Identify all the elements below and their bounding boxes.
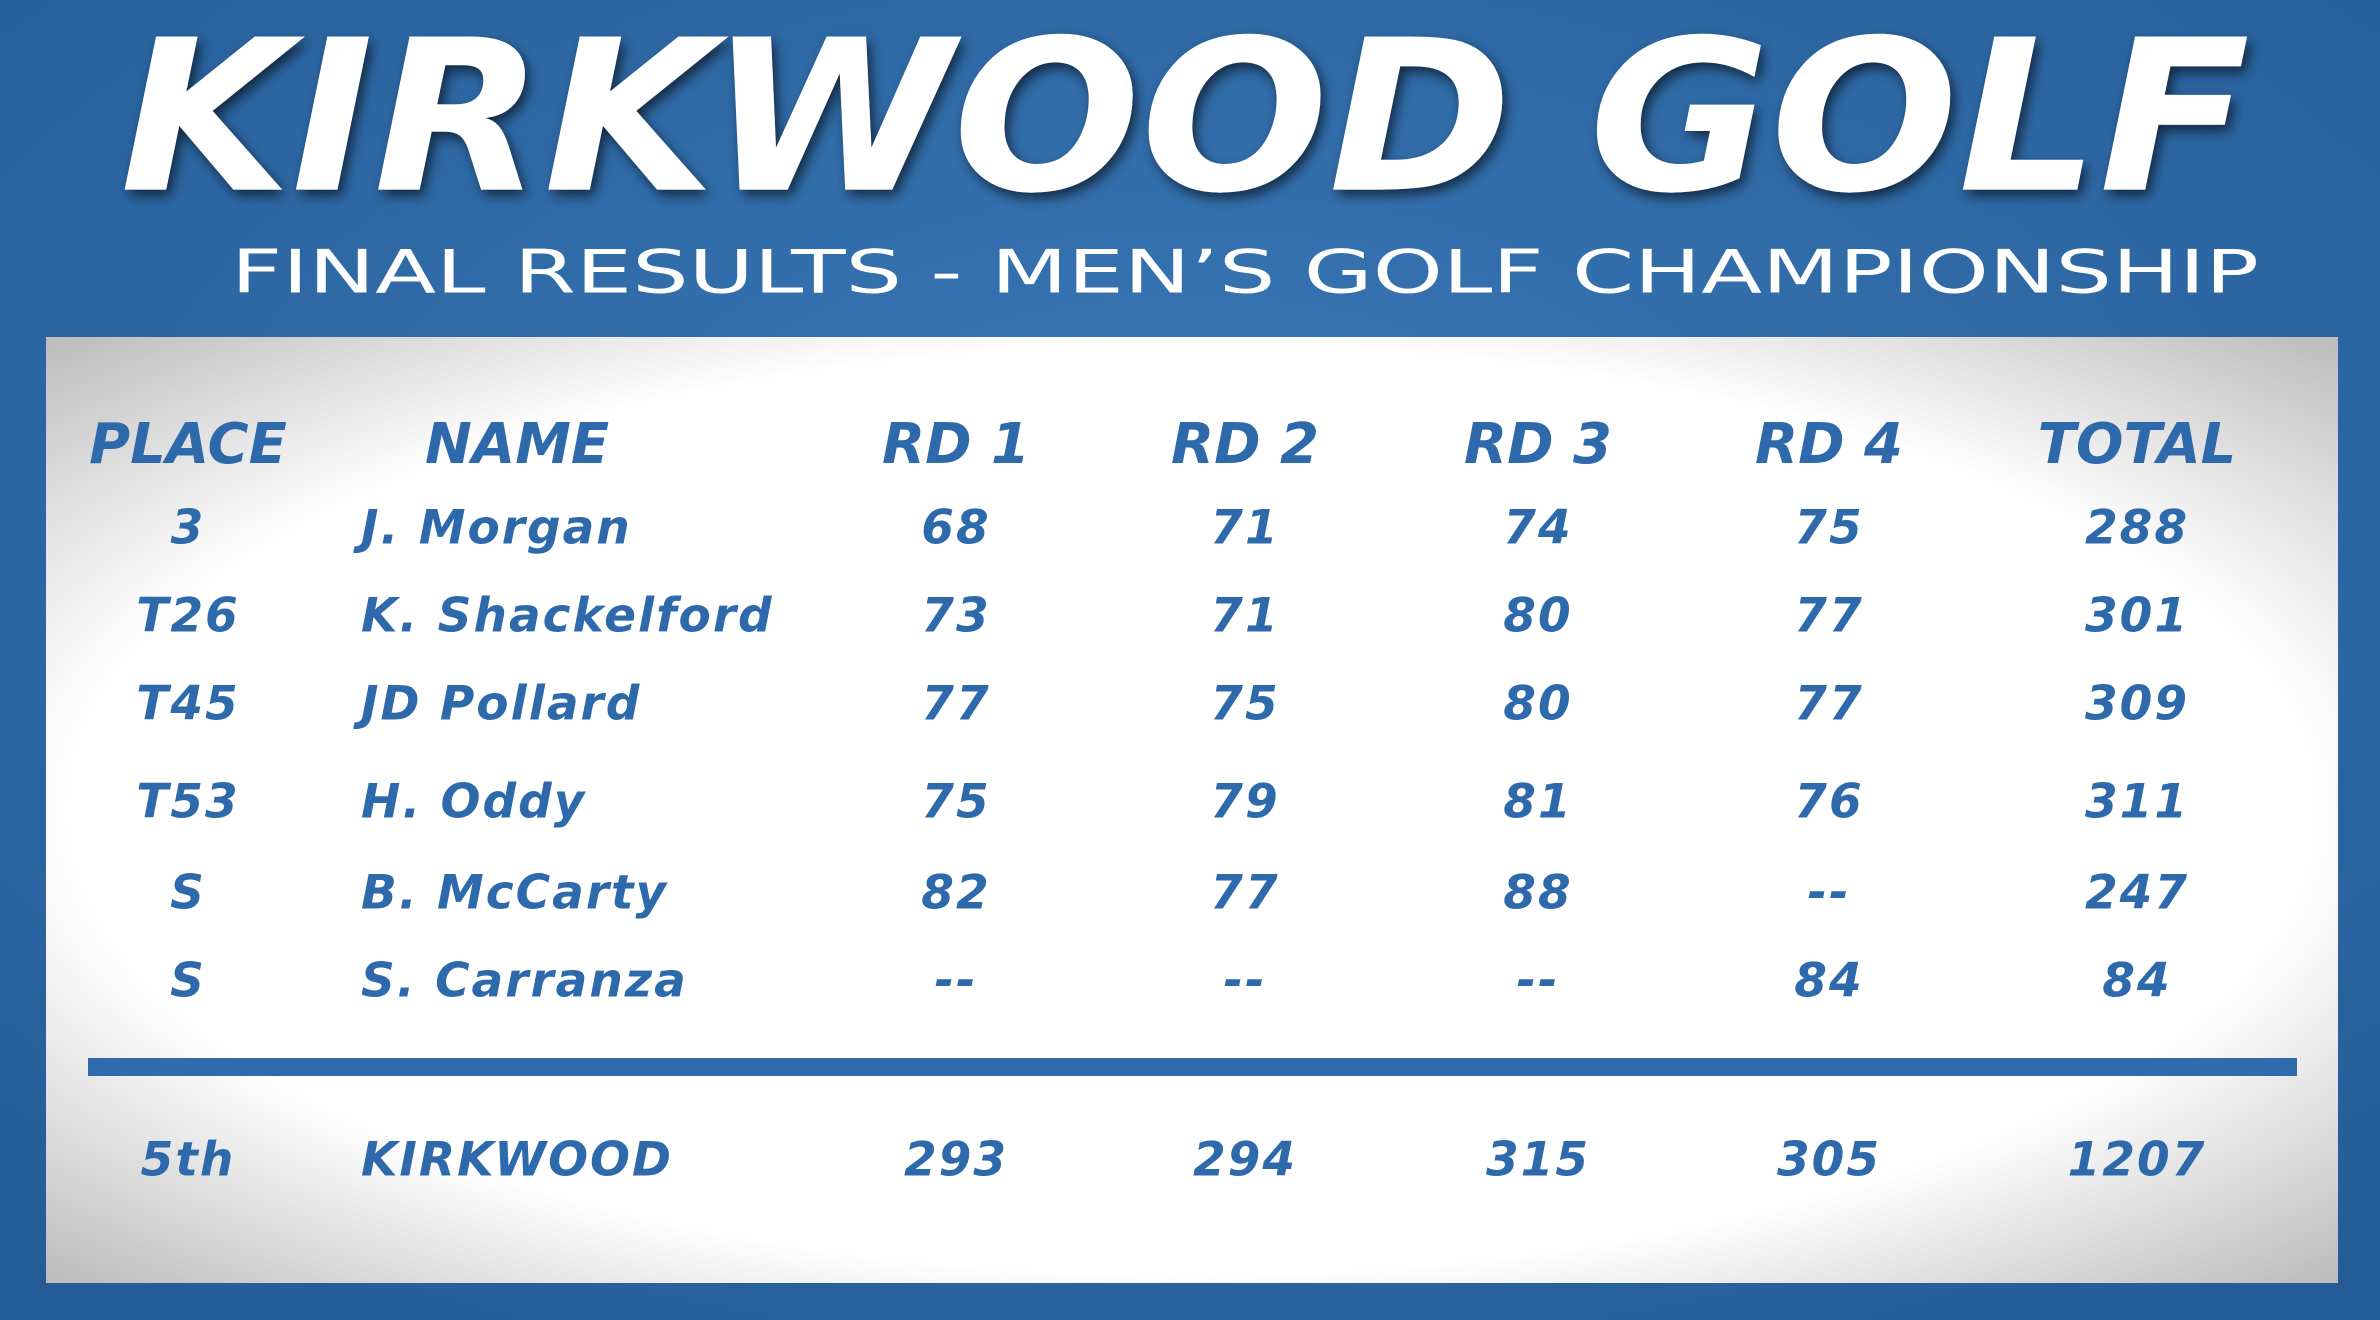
team-cell: 305: [1777, 1133, 1881, 1188]
header-cell: RD 3: [1464, 412, 1612, 477]
player-name: S. Carranza: [361, 954, 688, 1009]
header-cell: RD 2: [1171, 412, 1319, 477]
team-cell: 5th: [141, 1133, 236, 1188]
score-cell: 68: [921, 501, 990, 556]
score-cell: --: [934, 954, 977, 1009]
header-cell: RD 1: [882, 412, 1030, 477]
subtitle: FINAL RESULTS - MEN’S GOLF CHAMPIONSHIP: [231, 238, 2259, 308]
score-cell: 77: [1210, 866, 1279, 921]
score-cell: --: [1516, 954, 1559, 1009]
score-cell: S: [170, 954, 206, 1009]
score-cell: 75: [1210, 677, 1279, 732]
score-cell: --: [1223, 954, 1266, 1009]
player-name: JD Pollard: [353, 677, 641, 732]
score-cell: 77: [921, 677, 990, 732]
score-cell: 309: [2085, 677, 2189, 732]
score-cell: 75: [1794, 501, 1863, 556]
results-table: PLACE NAME RD 1 RD 2 RD 3 RD 4 TOTAL 3 J. Morgan…: [89, 412, 2236, 1187]
score-cell: 88: [1503, 866, 1572, 921]
team-cell: 293: [904, 1133, 1008, 1188]
player-name: B. McCarty: [361, 866, 669, 921]
title: KIRKWOOD GOLF: [120, 0, 2250, 240]
score-cell: 3: [171, 501, 206, 556]
score-cell: 80: [1503, 677, 1572, 732]
results-panel: [46, 337, 2338, 1283]
score-cell: T53: [136, 775, 239, 830]
header-cell: TOTAL: [2038, 412, 2237, 477]
player-name: K. Shackelford: [361, 589, 774, 644]
score-cell: 71: [1210, 501, 1279, 556]
score-cell: 311: [2085, 775, 2189, 830]
score-cell: T26: [136, 589, 239, 644]
score-cell: 71: [1210, 589, 1279, 644]
score-cell: 77: [1794, 589, 1863, 644]
score-cell: 84: [2102, 954, 2171, 1009]
score-cell: 288: [2085, 501, 2189, 556]
score-cell: 247: [2085, 866, 2189, 921]
score-cell: 81: [1503, 775, 1572, 830]
score-cell: 82: [921, 866, 990, 921]
team-cell: 294: [1193, 1133, 1297, 1188]
score-cell: 76: [1794, 775, 1863, 830]
score-cell: 74: [1503, 501, 1572, 556]
divider: [88, 1058, 2297, 1076]
score-cell: 80: [1503, 589, 1572, 644]
player-name: H. Oddy: [361, 775, 587, 830]
score-cell: 75: [921, 775, 990, 830]
header-cell: PLACE: [89, 412, 287, 477]
score-cell: T45: [136, 677, 239, 732]
score-cell: 79: [1210, 775, 1279, 830]
team-cell: KIRKWOOD: [361, 1133, 673, 1188]
score-cell: 301: [2085, 589, 2189, 644]
score-cell: 73: [921, 589, 990, 644]
team-cell: 315: [1486, 1133, 1590, 1188]
header-cell: RD 4: [1755, 412, 1903, 477]
player-name: J. Morgan: [353, 501, 632, 556]
header-cell: NAME: [425, 412, 609, 477]
score-cell: --: [1807, 866, 1850, 921]
score-cell: S: [170, 866, 206, 921]
team-cell: 1207: [2068, 1133, 2207, 1188]
score-cell: 84: [1794, 954, 1863, 1009]
score-cell: 77: [1794, 677, 1863, 732]
